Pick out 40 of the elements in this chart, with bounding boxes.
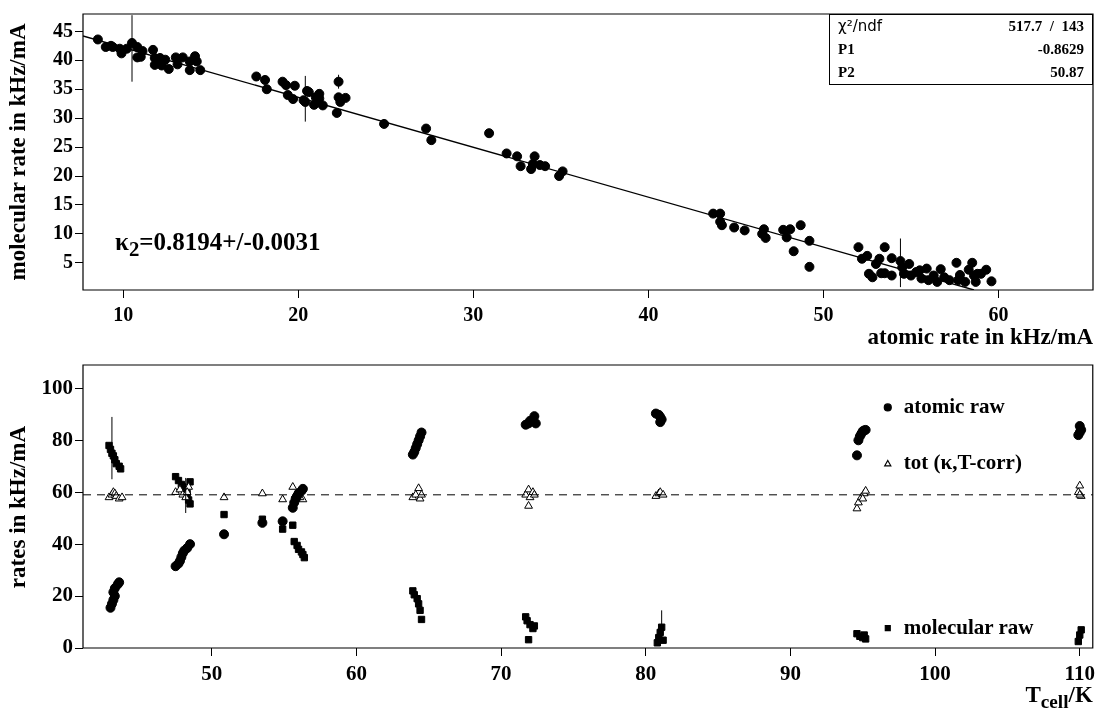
y-tick-label: 40 xyxy=(53,47,73,70)
x-tick-label: 50 xyxy=(813,303,834,326)
y-tick-label: 5 xyxy=(63,249,73,272)
y-tick-label: 35 xyxy=(53,76,73,99)
legend-label: molecular raw xyxy=(903,614,1035,639)
y-tick-label: 25 xyxy=(53,134,73,157)
annotation: χ²/ndf xyxy=(838,16,883,37)
x-tick-label: 60 xyxy=(345,661,367,686)
annotation: P1 xyxy=(838,40,855,59)
x-tick-label: 50 xyxy=(201,661,223,686)
x-tick-label: 10 xyxy=(113,303,134,326)
y-tick-label: 60 xyxy=(52,478,73,503)
y-tick-label: 100 xyxy=(41,374,73,399)
y-tick-label: 20 xyxy=(53,163,73,186)
x-tick-label: 70 xyxy=(490,661,512,686)
x-tick-label: 40 xyxy=(638,303,659,326)
legend-label: tot (κ,T-corr) xyxy=(903,450,1022,475)
y-tick-label: 10 xyxy=(53,221,73,244)
x-tick-label: 90 xyxy=(779,661,801,686)
y-tick-label: 0 xyxy=(62,634,73,659)
x-tick-label: 30 xyxy=(463,303,484,326)
y-tick-label: 40 xyxy=(52,530,73,555)
annotation: κ$_{2}$=0.8194+/-0.0031 xyxy=(115,228,321,262)
x-tick-label: 60 xyxy=(988,303,1009,326)
y-tick-label: 80 xyxy=(52,426,73,451)
x-axis-title: atomic rate in kHz/mA xyxy=(867,324,1093,350)
x-tick-label: 20 xyxy=(288,303,309,326)
y-axis-title: rates in kHz/mA xyxy=(5,425,31,588)
x-tick-label: 100 xyxy=(919,661,951,686)
x-tick-label: 80 xyxy=(635,661,657,686)
y-tick-label: 20 xyxy=(52,582,73,607)
y-tick-label: 30 xyxy=(53,105,73,128)
y-tick-label: 45 xyxy=(53,18,73,41)
y-axis-title: molecular rate in kHz/mA xyxy=(5,23,31,281)
annotation: -0.8629 xyxy=(1037,40,1084,59)
annotation: 50.87 xyxy=(1050,63,1084,82)
y-tick-label: 15 xyxy=(53,192,73,215)
legend-label: atomic raw xyxy=(903,393,1006,418)
annotation: P2 xyxy=(838,63,855,82)
annotation: 517.7 / 143 xyxy=(1008,17,1084,36)
